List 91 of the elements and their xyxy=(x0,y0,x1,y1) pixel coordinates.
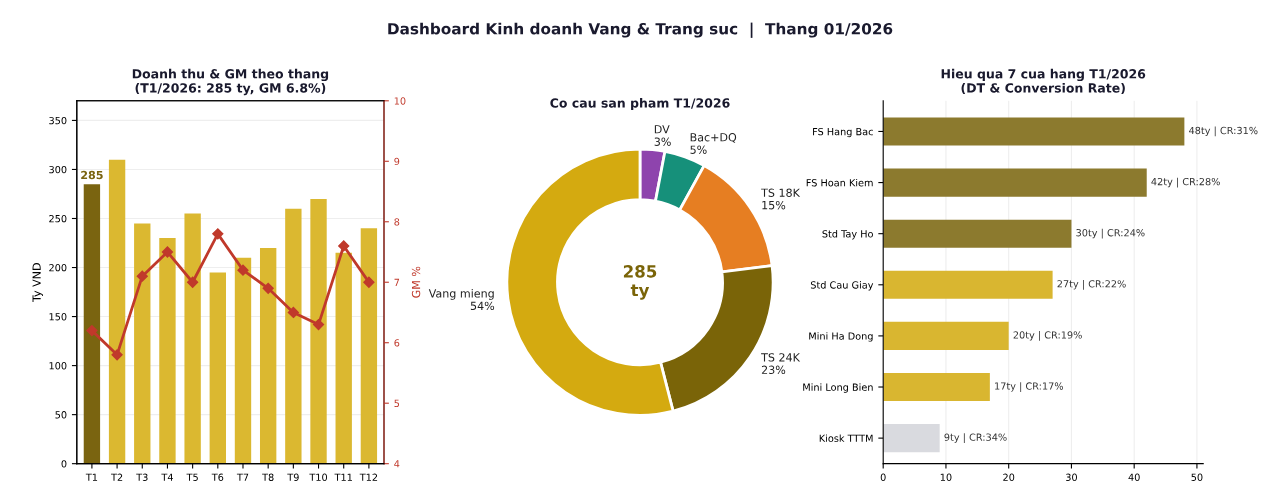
data-label: 42ty | CR:28% xyxy=(1151,177,1220,188)
y2-tick-label: 4 xyxy=(394,460,400,468)
y-tick-label: Std Tay Ho xyxy=(822,229,873,240)
y2-tick-label: 6 xyxy=(394,339,400,347)
slice-label: Bac+DQ 5% xyxy=(690,133,737,154)
x-tick-label: T4 xyxy=(161,473,173,481)
data-label: 30ty | CR:24% xyxy=(1076,228,1145,239)
x-tick-label: T10 xyxy=(309,473,328,481)
y2-axis-title: GM % xyxy=(411,266,421,298)
x-tick-label: 0 xyxy=(880,473,886,481)
slice-label: TS 18K 15% xyxy=(761,188,801,210)
data-label: 27ty | CR:22% xyxy=(1057,279,1126,290)
bar xyxy=(209,272,226,464)
y-axis-title: Ty VND xyxy=(32,263,43,303)
bar xyxy=(883,168,1147,197)
x-tick-label: T7 xyxy=(236,473,249,481)
data-label: 285 xyxy=(81,170,103,180)
data-label: 20ty | CR:19% xyxy=(1013,331,1082,341)
x-tick-label: T5 xyxy=(186,473,198,481)
x-tick-label: T1 xyxy=(85,473,98,481)
y-tick-label: 350 xyxy=(49,116,67,125)
y-tick-label: 150 xyxy=(49,313,67,321)
bar xyxy=(883,424,940,453)
point xyxy=(338,240,350,252)
y-tick-label: 250 xyxy=(49,214,67,223)
slice-label: Vang mieng 54% xyxy=(428,288,495,311)
bar xyxy=(134,223,151,464)
x-tick-label: 50 xyxy=(1191,473,1203,481)
bar xyxy=(83,184,101,464)
y2-tick-label: 8 xyxy=(394,218,400,226)
chart-title: Doanh thu & GM theo thang (T1/2026: 285 ty, GM 6.8%) xyxy=(132,68,329,96)
bar xyxy=(259,247,277,464)
chart-title: Co cau san pham T1/2026 xyxy=(550,98,730,111)
slice-label: TS 24K 23% xyxy=(761,353,801,374)
y-tick-label: 50 xyxy=(55,411,67,419)
text: 285 ty xyxy=(623,265,657,300)
point xyxy=(86,325,98,337)
bar xyxy=(184,213,201,464)
bar xyxy=(335,252,352,464)
y-tick-label: FS Hoan Kiem xyxy=(806,178,873,187)
bar xyxy=(883,372,990,402)
bar xyxy=(883,321,1009,350)
bar xyxy=(360,228,378,464)
y-tick-label: 300 xyxy=(49,165,67,174)
x-tick-label: 40 xyxy=(1128,473,1140,481)
point xyxy=(111,349,123,361)
text: Dashboard Kinh doanh Vang & Trang suc | Thang 01/2026 xyxy=(388,22,893,38)
bar xyxy=(234,257,252,464)
bar xyxy=(883,270,1053,299)
slice-label: DV 3% xyxy=(654,125,671,146)
bar xyxy=(310,198,327,464)
x-tick-label: T9 xyxy=(287,473,299,481)
point xyxy=(136,270,148,282)
chart-title: Hieu qua 7 cua hang T1/2026 (DT & Conversion Rate) xyxy=(941,68,1146,95)
y-tick-label: Mini Long Bien xyxy=(803,383,873,393)
y2-tick-label: 10 xyxy=(394,97,406,105)
x-tick-label: T6 xyxy=(211,473,224,481)
x-tick-label: T12 xyxy=(359,473,378,481)
y-tick-label: FS Hang Bac xyxy=(813,127,873,138)
data-label: 17ty | CR:17% xyxy=(995,382,1064,392)
data-label: 48ty | CR:31% xyxy=(1189,126,1258,137)
point xyxy=(161,246,174,258)
point xyxy=(287,306,299,319)
x-tick-label: 20 xyxy=(1003,473,1015,481)
point xyxy=(187,276,199,288)
point xyxy=(262,282,274,294)
x-tick-label: T11 xyxy=(334,473,352,481)
y2-tick-label: 7 xyxy=(394,278,400,286)
bar xyxy=(883,219,1072,248)
y2-tick-label: 5 xyxy=(394,399,400,408)
y-tick-label: Kiosk TTTM xyxy=(819,434,873,442)
point xyxy=(363,276,375,288)
x-tick-label: 30 xyxy=(1065,473,1077,481)
y-tick-label: 100 xyxy=(49,362,67,370)
x-tick-label: 10 xyxy=(940,473,952,481)
data-label: 9ty | CR:34% xyxy=(944,433,1007,443)
y2-tick-label: 9 xyxy=(394,157,400,166)
y-tick-label: 200 xyxy=(49,264,67,272)
bar xyxy=(883,117,1185,146)
bar xyxy=(108,159,126,464)
point xyxy=(312,318,325,331)
y-tick-label: Std Cau Giay xyxy=(810,281,874,291)
y-tick-label: 0 xyxy=(61,460,67,468)
bar xyxy=(159,238,176,464)
x-tick-label: T8 xyxy=(262,473,274,481)
x-tick-label: T2 xyxy=(111,473,123,481)
x-tick-label: T3 xyxy=(136,473,148,481)
point xyxy=(237,264,249,276)
point xyxy=(212,228,224,240)
y-tick-label: Mini Ha Dong xyxy=(809,332,873,342)
bar xyxy=(285,208,302,464)
